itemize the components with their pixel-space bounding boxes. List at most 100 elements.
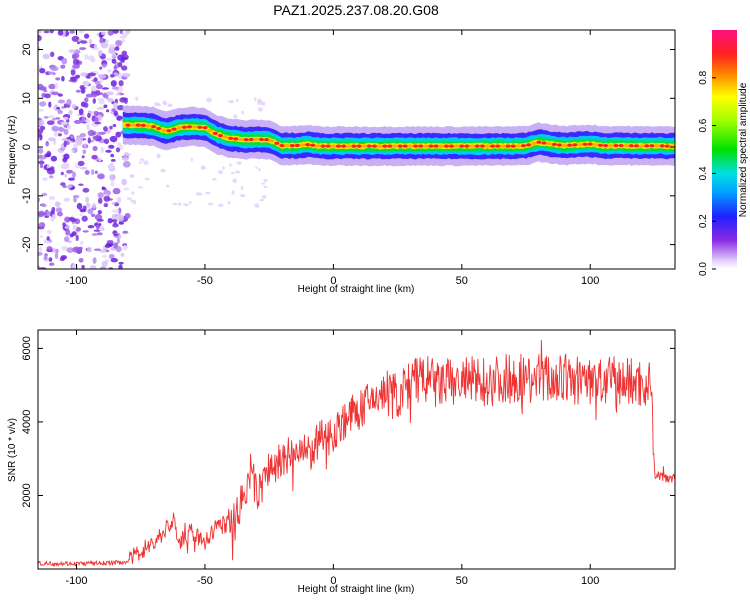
noise-speckle bbox=[93, 248, 102, 251]
faint-speckle bbox=[254, 203, 260, 208]
noise-speckle bbox=[112, 209, 120, 213]
noise-speckle bbox=[66, 99, 72, 106]
faint-speckle bbox=[263, 185, 268, 189]
noise-speckle bbox=[39, 235, 44, 238]
noise-speckle bbox=[71, 104, 77, 109]
ridge-peak bbox=[212, 131, 218, 135]
ridge-peak bbox=[330, 144, 336, 148]
ridge-peak bbox=[433, 144, 439, 148]
ridge-peak bbox=[181, 125, 187, 129]
spectrogram-x-tick-label: 100 bbox=[581, 275, 599, 287]
noise-speckle bbox=[112, 124, 117, 127]
ridge-peak bbox=[166, 129, 172, 133]
ridge-peak bbox=[464, 144, 470, 148]
noise-speckle bbox=[92, 257, 97, 264]
ridge-peak bbox=[505, 144, 511, 148]
faint-speckle bbox=[165, 184, 170, 188]
faint-speckle bbox=[135, 96, 139, 101]
noise-speckle bbox=[46, 230, 52, 234]
noise-speckle bbox=[49, 30, 54, 34]
noise-speckle bbox=[89, 265, 97, 269]
noise-speckle bbox=[78, 30, 84, 34]
ridge-peak bbox=[536, 140, 542, 144]
faint-speckle bbox=[263, 179, 268, 183]
noise-speckle bbox=[107, 69, 112, 73]
noise-speckle bbox=[60, 171, 64, 176]
ridge-peak bbox=[443, 144, 449, 148]
noise-speckle bbox=[93, 44, 97, 50]
ridge-peak bbox=[531, 141, 537, 146]
ridge-peak bbox=[207, 128, 213, 133]
noise-speckle bbox=[84, 54, 89, 60]
faint-speckle bbox=[240, 194, 246, 198]
noise-speckle bbox=[68, 49, 76, 54]
noise-speckle bbox=[101, 87, 109, 90]
noise-speckle bbox=[116, 237, 120, 244]
noise-speckle bbox=[60, 64, 66, 69]
noise-speckle bbox=[54, 252, 59, 259]
ridge-peak bbox=[597, 143, 604, 147]
faint-speckle bbox=[132, 199, 137, 205]
noise-speckle bbox=[106, 239, 114, 244]
noise-speckle bbox=[109, 73, 115, 78]
faint-speckle bbox=[167, 103, 173, 108]
ridge-peak bbox=[145, 124, 151, 128]
ridge-peak bbox=[130, 123, 136, 127]
noise-speckle bbox=[60, 255, 67, 260]
ridge-peak bbox=[305, 143, 311, 147]
faint-speckle bbox=[128, 152, 131, 156]
ridge-peak bbox=[135, 123, 141, 127]
faint-speckle bbox=[190, 157, 193, 162]
noise-speckle bbox=[93, 110, 99, 117]
spectrogram-y-tick-label: 10 bbox=[21, 92, 33, 104]
noise-speckle bbox=[90, 85, 98, 92]
noise-speckle bbox=[69, 217, 74, 221]
noise-speckle bbox=[43, 89, 48, 93]
noise-speckle bbox=[107, 30, 114, 36]
colorbar: 0.0 0.2 0.4 0.6 0.8 Normalized spectral ampl… bbox=[698, 30, 749, 276]
faint-speckle bbox=[130, 199, 134, 203]
noise-speckle bbox=[58, 127, 65, 133]
noise-speckle bbox=[110, 181, 115, 187]
ridge-peak bbox=[192, 125, 198, 129]
ridge-peak bbox=[171, 127, 177, 131]
noise-speckle bbox=[103, 195, 111, 202]
spectrogram-y-tick-label: 0 bbox=[21, 144, 33, 150]
ridge-peak bbox=[140, 123, 146, 127]
noise-speckle bbox=[87, 137, 92, 144]
faint-speckle bbox=[138, 161, 142, 164]
snr-x-tick-label: 0 bbox=[330, 575, 336, 587]
noise-speckle bbox=[93, 77, 98, 82]
ridge-peak bbox=[341, 144, 347, 148]
noise-speckle bbox=[58, 133, 62, 137]
noise-speckle bbox=[71, 35, 80, 42]
noise-speckle bbox=[72, 63, 80, 69]
noise-speckle bbox=[51, 117, 56, 121]
ridge-peak bbox=[603, 144, 609, 148]
noise-speckle bbox=[64, 225, 70, 230]
noise-speckle bbox=[120, 59, 125, 63]
snr-y-axis-label: SNR (10 * v/v) bbox=[7, 418, 18, 482]
noise-speckle bbox=[102, 254, 108, 258]
ridge-peak bbox=[310, 143, 316, 147]
noise-speckle bbox=[38, 30, 43, 34]
noise-speckle bbox=[46, 236, 50, 241]
ridge-peak bbox=[356, 144, 362, 148]
colorbar-tick-label: 0.8 bbox=[698, 70, 709, 84]
noise-speckle bbox=[107, 98, 114, 103]
faint-speckle bbox=[188, 201, 192, 204]
faint-speckle bbox=[183, 203, 189, 207]
ridge-peak bbox=[407, 144, 413, 148]
noise-speckle bbox=[119, 30, 123, 34]
ridge-peak bbox=[186, 125, 193, 129]
noise-speckle bbox=[96, 218, 104, 222]
noise-speckle bbox=[79, 213, 83, 217]
noise-speckle bbox=[41, 203, 47, 208]
noise-speckle bbox=[111, 201, 116, 206]
ridge-peak bbox=[125, 123, 131, 127]
noise-speckle bbox=[39, 246, 43, 252]
noise-speckle bbox=[114, 46, 120, 51]
ridge-peak bbox=[510, 144, 516, 148]
noise-speckle bbox=[94, 121, 102, 125]
